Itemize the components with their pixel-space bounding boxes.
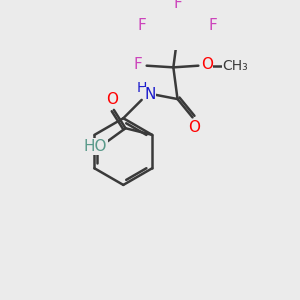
Text: HO: HO (84, 139, 107, 154)
Text: F: F (209, 18, 218, 33)
Text: H: H (136, 81, 147, 95)
Text: O: O (106, 92, 118, 107)
Text: F: F (137, 18, 146, 33)
Text: CH₃: CH₃ (223, 59, 248, 73)
Text: N: N (144, 87, 156, 102)
Text: O: O (188, 120, 200, 135)
Text: O: O (201, 56, 213, 71)
Text: F: F (134, 56, 143, 71)
Text: F: F (173, 0, 182, 11)
